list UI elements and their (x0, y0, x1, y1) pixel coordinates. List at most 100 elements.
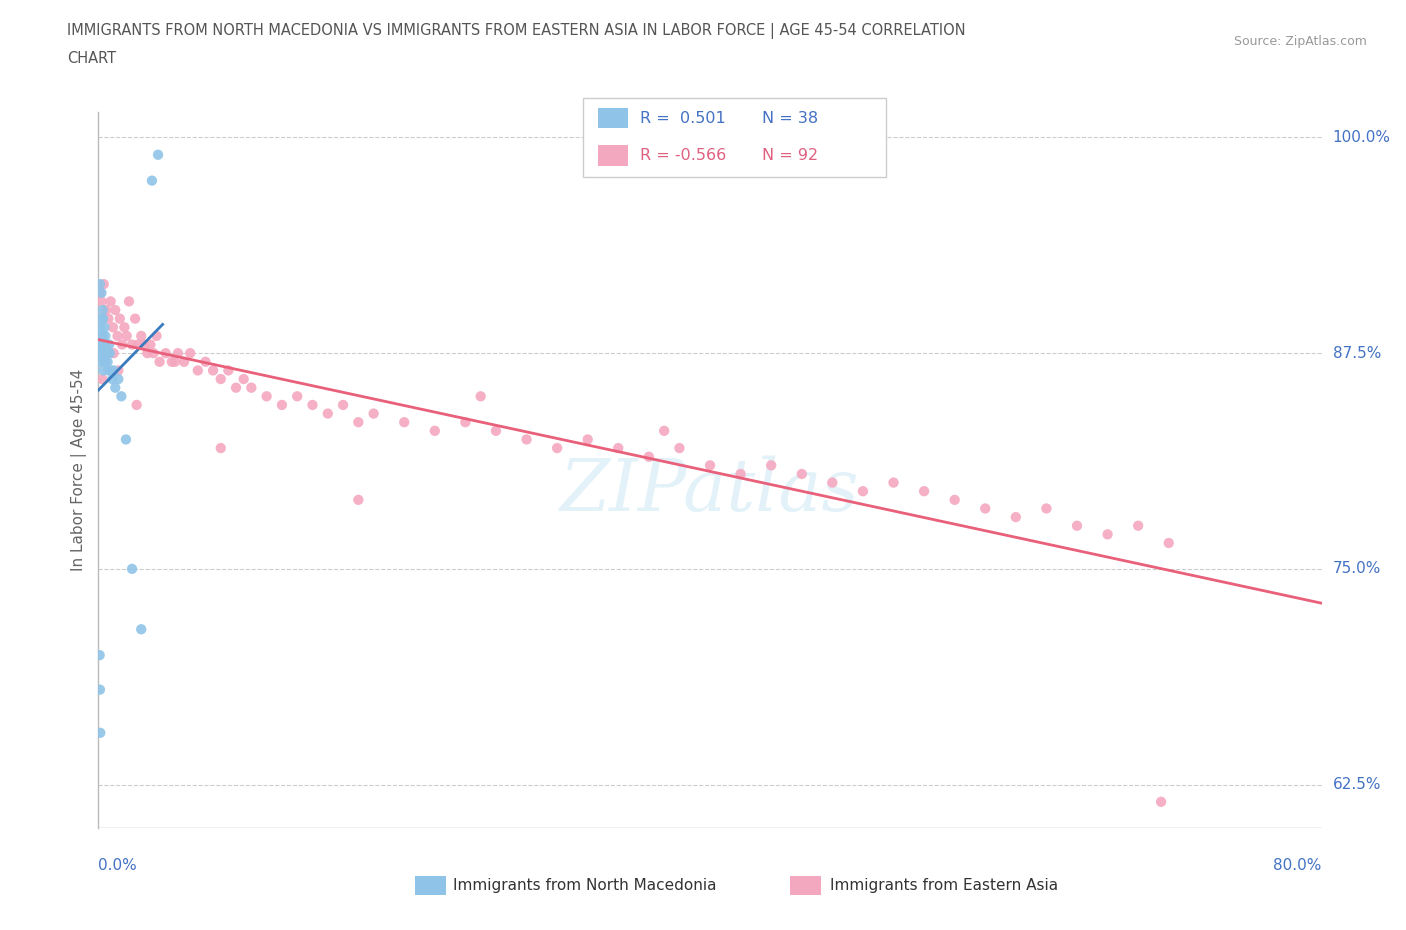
Point (98, 346, 121, 361)
Point (790, 467, 813, 482)
Text: N = 38: N = 38 (762, 111, 818, 126)
Point (129, 328, 152, 343)
Text: ZIPatlas: ZIPatlas (560, 456, 860, 526)
Text: Source: ZipAtlas.com: Source: ZipAtlas.com (1233, 35, 1367, 48)
Point (167, 346, 190, 361)
Point (90, 286, 112, 300)
Point (89, 647, 111, 662)
Point (974, 501, 997, 516)
Point (149, 354, 172, 369)
Point (89, 683, 111, 698)
Point (104, 380, 127, 395)
Point (121, 562, 143, 577)
Point (93, 346, 115, 361)
Point (118, 294, 141, 309)
Point (104, 302, 127, 317)
Point (332, 397, 354, 412)
Point (90, 294, 112, 309)
Point (1035, 501, 1057, 516)
Point (163, 354, 186, 369)
Point (1128, 518, 1150, 533)
Point (173, 354, 195, 369)
Point (94, 302, 117, 317)
Y-axis label: In Labor Force | Age 45-54: In Labor Force | Age 45-54 (72, 368, 87, 571)
Point (96, 346, 118, 361)
Point (127, 337, 149, 352)
Point (347, 492, 370, 507)
Point (852, 484, 875, 498)
Point (943, 492, 966, 507)
Text: R = -0.566: R = -0.566 (640, 148, 725, 163)
Point (94, 328, 117, 343)
Point (108, 312, 131, 326)
Point (576, 432, 599, 447)
Point (91, 372, 114, 387)
Point (202, 363, 225, 378)
Point (470, 389, 492, 404)
Point (94, 354, 117, 369)
Text: R =  0.501: R = 0.501 (640, 111, 725, 126)
Point (146, 147, 169, 162)
Point (270, 397, 294, 412)
Point (699, 458, 721, 472)
Point (97, 312, 120, 326)
Point (1150, 794, 1173, 809)
Point (347, 415, 370, 430)
Text: 75.0%: 75.0% (1333, 562, 1381, 577)
Point (516, 432, 538, 447)
Point (93, 320, 115, 335)
Point (912, 484, 935, 498)
Point (97, 354, 120, 369)
Point (607, 441, 630, 456)
Point (90, 328, 112, 343)
Point (90, 328, 112, 343)
Point (1004, 510, 1026, 525)
Point (1097, 527, 1119, 542)
Point (91, 312, 114, 326)
Point (89, 277, 111, 292)
Point (761, 458, 783, 472)
Point (232, 372, 254, 387)
Text: Immigrants from Eastern Asia: Immigrants from Eastern Asia (830, 878, 1057, 893)
Point (145, 328, 167, 343)
Point (134, 337, 156, 352)
Point (179, 346, 201, 361)
Point (100, 363, 122, 378)
Point (91, 363, 114, 378)
Point (101, 320, 124, 335)
Point (136, 346, 159, 361)
Text: 80.0%: 80.0% (1274, 858, 1322, 873)
Text: N = 92: N = 92 (762, 148, 818, 163)
Point (1066, 518, 1088, 533)
Point (637, 449, 661, 464)
Point (107, 328, 129, 343)
Text: 100.0%: 100.0% (1333, 130, 1391, 145)
Point (90, 346, 112, 361)
Point (101, 372, 124, 387)
Point (94, 337, 117, 352)
Point (89, 725, 111, 740)
Point (285, 389, 308, 404)
Point (111, 337, 134, 352)
Point (821, 475, 844, 490)
Point (91, 302, 114, 317)
Point (89, 354, 111, 369)
Point (730, 467, 752, 482)
Point (115, 328, 138, 343)
Point (100, 294, 122, 309)
Point (89, 286, 111, 300)
Text: Immigrants from North Macedonia: Immigrants from North Macedonia (453, 878, 716, 893)
Point (1157, 536, 1180, 551)
Text: 62.5%: 62.5% (1333, 777, 1381, 792)
Text: CHART: CHART (67, 51, 117, 66)
Point (107, 372, 129, 387)
Point (89, 337, 111, 352)
Point (93, 277, 115, 292)
Point (454, 415, 477, 430)
Point (94, 354, 117, 369)
Point (103, 346, 125, 361)
Point (301, 397, 323, 412)
Point (93, 337, 115, 352)
Point (98, 337, 121, 352)
Point (883, 475, 905, 490)
